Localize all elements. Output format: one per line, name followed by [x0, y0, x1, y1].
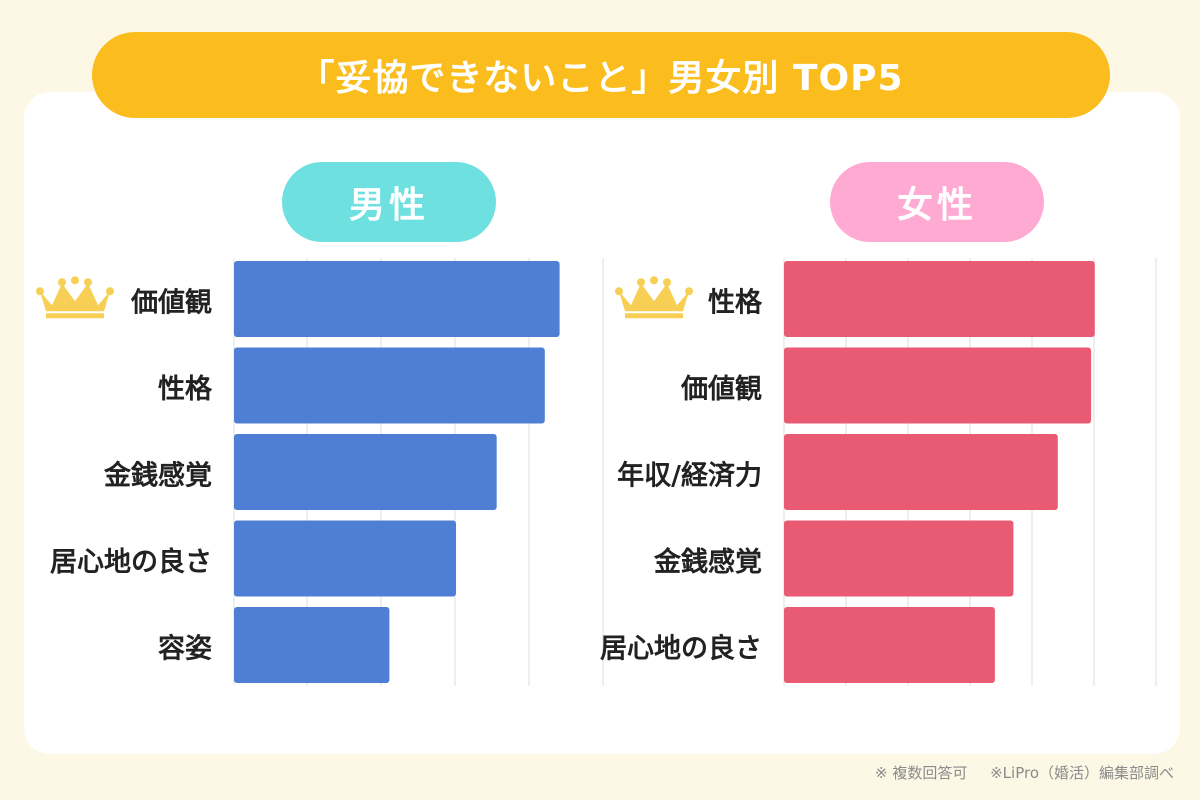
- female-bar: [784, 520, 1014, 597]
- male-category-label: 容姿: [158, 632, 212, 664]
- female-category-label: 金銭感覚: [653, 546, 762, 578]
- male-bar: [234, 607, 390, 683]
- male-category-label: 価値観: [130, 286, 212, 318]
- chart-title: 「妥協できないこと」男女別 TOP5: [92, 32, 1110, 118]
- male-bar: [234, 261, 560, 337]
- male-panel-label: 男性: [282, 162, 496, 242]
- male-category-label: 居心地の良さ: [50, 546, 212, 578]
- female-bar: [784, 434, 1058, 510]
- male-bar: [234, 347, 545, 424]
- footnote-source: ※LiPro（婚活）編集部調べ: [990, 764, 1174, 782]
- female-category-label: 年収/経済力: [617, 459, 762, 491]
- female-crown-icon: [615, 276, 693, 319]
- footnote-multiple-answers: ※ 複数回答可: [874, 764, 968, 782]
- male-bar: [234, 520, 456, 597]
- female-bar: [784, 607, 995, 683]
- female-category-label: 居心地の良さ: [600, 632, 762, 664]
- male-bar: [234, 434, 497, 510]
- female-bar: [784, 347, 1092, 424]
- female-bar: [784, 261, 1095, 337]
- female-panel-label: 女性: [830, 162, 1044, 242]
- female-category-label: 性格: [708, 287, 763, 318]
- male-crown-icon: [36, 276, 114, 319]
- footnote: ※ 複数回答可 ※LiPro（婚活）編集部調べ: [857, 762, 1174, 783]
- female-category-label: 価値観: [680, 373, 762, 405]
- male-category-label: 性格: [158, 374, 213, 405]
- male-category-label: 金銭感覚: [103, 459, 212, 491]
